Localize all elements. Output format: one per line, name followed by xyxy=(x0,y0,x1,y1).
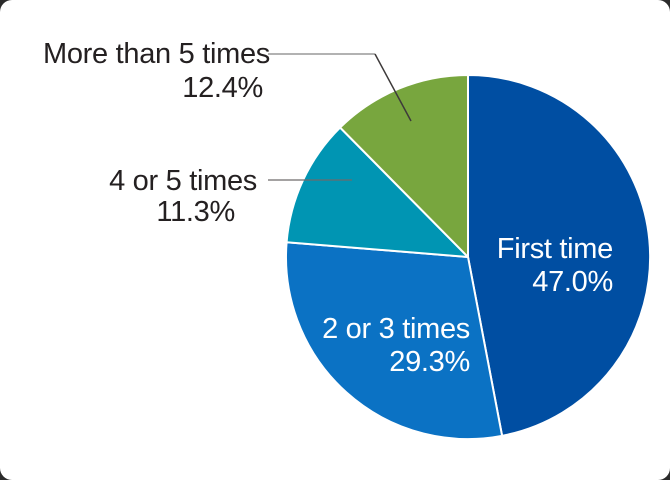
pie-slice-first-time xyxy=(467,74,652,437)
leader-line-more-than-5-times-diagonal xyxy=(374,53,412,122)
label-2-or-3-times: 2 or 3 times xyxy=(322,313,470,345)
value-2-or-3-times: 29.3% xyxy=(389,346,470,378)
value-first-time: 47.0% xyxy=(532,266,613,298)
label-4-or-5-times: 4 or 5 times xyxy=(109,165,257,197)
leader-lines xyxy=(268,53,412,181)
value-4-or-5-times: 11.3% xyxy=(156,196,235,228)
outside-labels: More than 5 times 12.4% 4 or 5 times 11.… xyxy=(43,38,270,228)
pie xyxy=(285,74,652,441)
pie-slice-2-or-3-times xyxy=(285,241,504,441)
inside-labels: First time 47.0% 2 or 3 times 29.3% xyxy=(322,233,613,378)
label-first-time: First time xyxy=(497,233,613,265)
value-more-than-5-times: 12.4% xyxy=(182,72,263,104)
pie-slice-more-than-5-times xyxy=(339,74,469,258)
label-more-than-5-times: More than 5 times xyxy=(43,38,270,70)
